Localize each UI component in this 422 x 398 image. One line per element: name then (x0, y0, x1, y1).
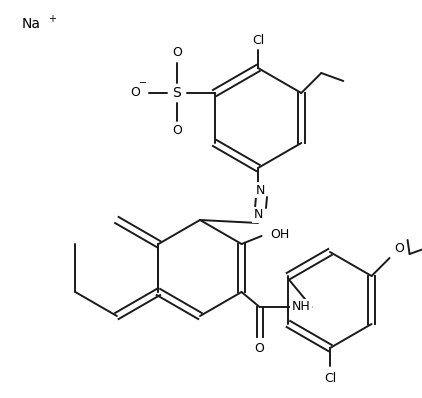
Text: Cl: Cl (252, 33, 264, 47)
Text: O: O (172, 47, 181, 59)
Text: Na: Na (22, 17, 41, 31)
Text: N: N (255, 183, 265, 197)
Text: −: − (139, 78, 147, 88)
Text: Cl: Cl (324, 371, 336, 384)
Text: O: O (130, 86, 140, 100)
Text: O: O (395, 242, 405, 254)
Text: NH: NH (292, 300, 310, 314)
Text: N: N (253, 209, 262, 222)
Text: +: + (48, 14, 56, 24)
Text: O: O (172, 125, 181, 137)
Text: O: O (254, 343, 265, 355)
Text: S: S (172, 86, 181, 100)
Text: OH: OH (270, 228, 289, 240)
